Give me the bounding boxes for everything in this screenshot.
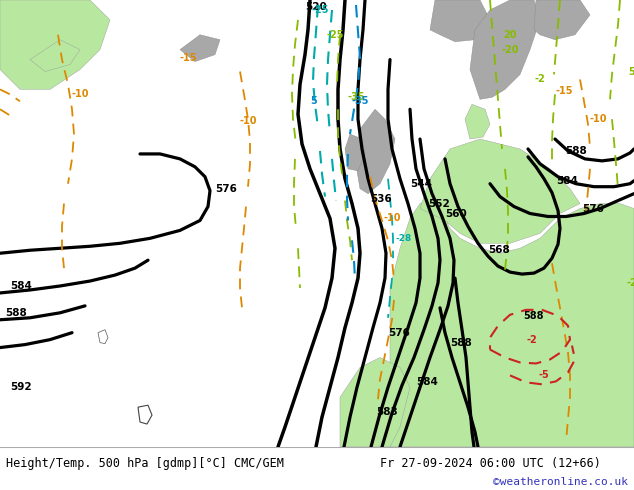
Text: -20: -20 (501, 45, 519, 55)
Text: -10: -10 (589, 114, 607, 124)
Polygon shape (534, 0, 590, 40)
Text: Fr 27-09-2024 06:00 UTC (12+66): Fr 27-09-2024 06:00 UTC (12+66) (380, 457, 601, 470)
Text: 568: 568 (488, 245, 510, 255)
Text: 536: 536 (370, 194, 392, 204)
Text: 20: 20 (503, 30, 517, 40)
Text: -2: -2 (626, 278, 634, 288)
Text: 576: 576 (388, 328, 410, 338)
Text: 583: 583 (376, 407, 398, 417)
Text: 588: 588 (565, 146, 586, 156)
Text: -25: -25 (327, 30, 344, 40)
Text: -10: -10 (71, 89, 89, 99)
Text: -2: -2 (527, 335, 538, 344)
Polygon shape (390, 198, 634, 447)
Text: 544: 544 (410, 179, 432, 189)
Text: -35: -35 (351, 97, 369, 106)
Polygon shape (340, 358, 410, 447)
Text: 588: 588 (5, 308, 27, 318)
Polygon shape (465, 104, 490, 139)
Text: -10: -10 (383, 214, 401, 223)
Text: -25: -25 (311, 5, 329, 15)
Text: 5: 5 (311, 97, 318, 106)
Polygon shape (420, 139, 580, 244)
Text: 588: 588 (524, 311, 544, 321)
Text: 560: 560 (445, 209, 467, 219)
Polygon shape (355, 109, 395, 194)
Text: -5: -5 (539, 370, 550, 380)
Text: 5: 5 (629, 67, 634, 76)
Text: 552: 552 (428, 198, 450, 209)
Text: 576: 576 (215, 184, 237, 194)
Text: 576: 576 (582, 203, 604, 214)
Text: 520: 520 (305, 2, 327, 12)
Text: -15: -15 (555, 86, 573, 97)
Polygon shape (0, 0, 110, 89)
Text: Height/Temp. 500 hPa [gdmp][°C] CMC/GEM: Height/Temp. 500 hPa [gdmp][°C] CMC/GEM (6, 457, 284, 470)
Text: -10: -10 (239, 116, 257, 126)
Text: -15: -15 (179, 52, 197, 63)
Text: 584: 584 (10, 281, 32, 291)
Text: 592: 592 (10, 382, 32, 392)
Polygon shape (345, 134, 365, 171)
Text: 584: 584 (416, 377, 438, 387)
Polygon shape (470, 0, 540, 99)
Text: 588: 588 (450, 338, 472, 347)
Text: 584: 584 (556, 176, 578, 186)
Text: -28: -28 (395, 234, 411, 243)
Polygon shape (30, 40, 80, 72)
Text: -35: -35 (347, 92, 365, 102)
Polygon shape (430, 0, 490, 42)
Text: -2: -2 (534, 74, 545, 84)
Text: ©weatheronline.co.uk: ©weatheronline.co.uk (493, 477, 628, 487)
Polygon shape (180, 35, 220, 62)
